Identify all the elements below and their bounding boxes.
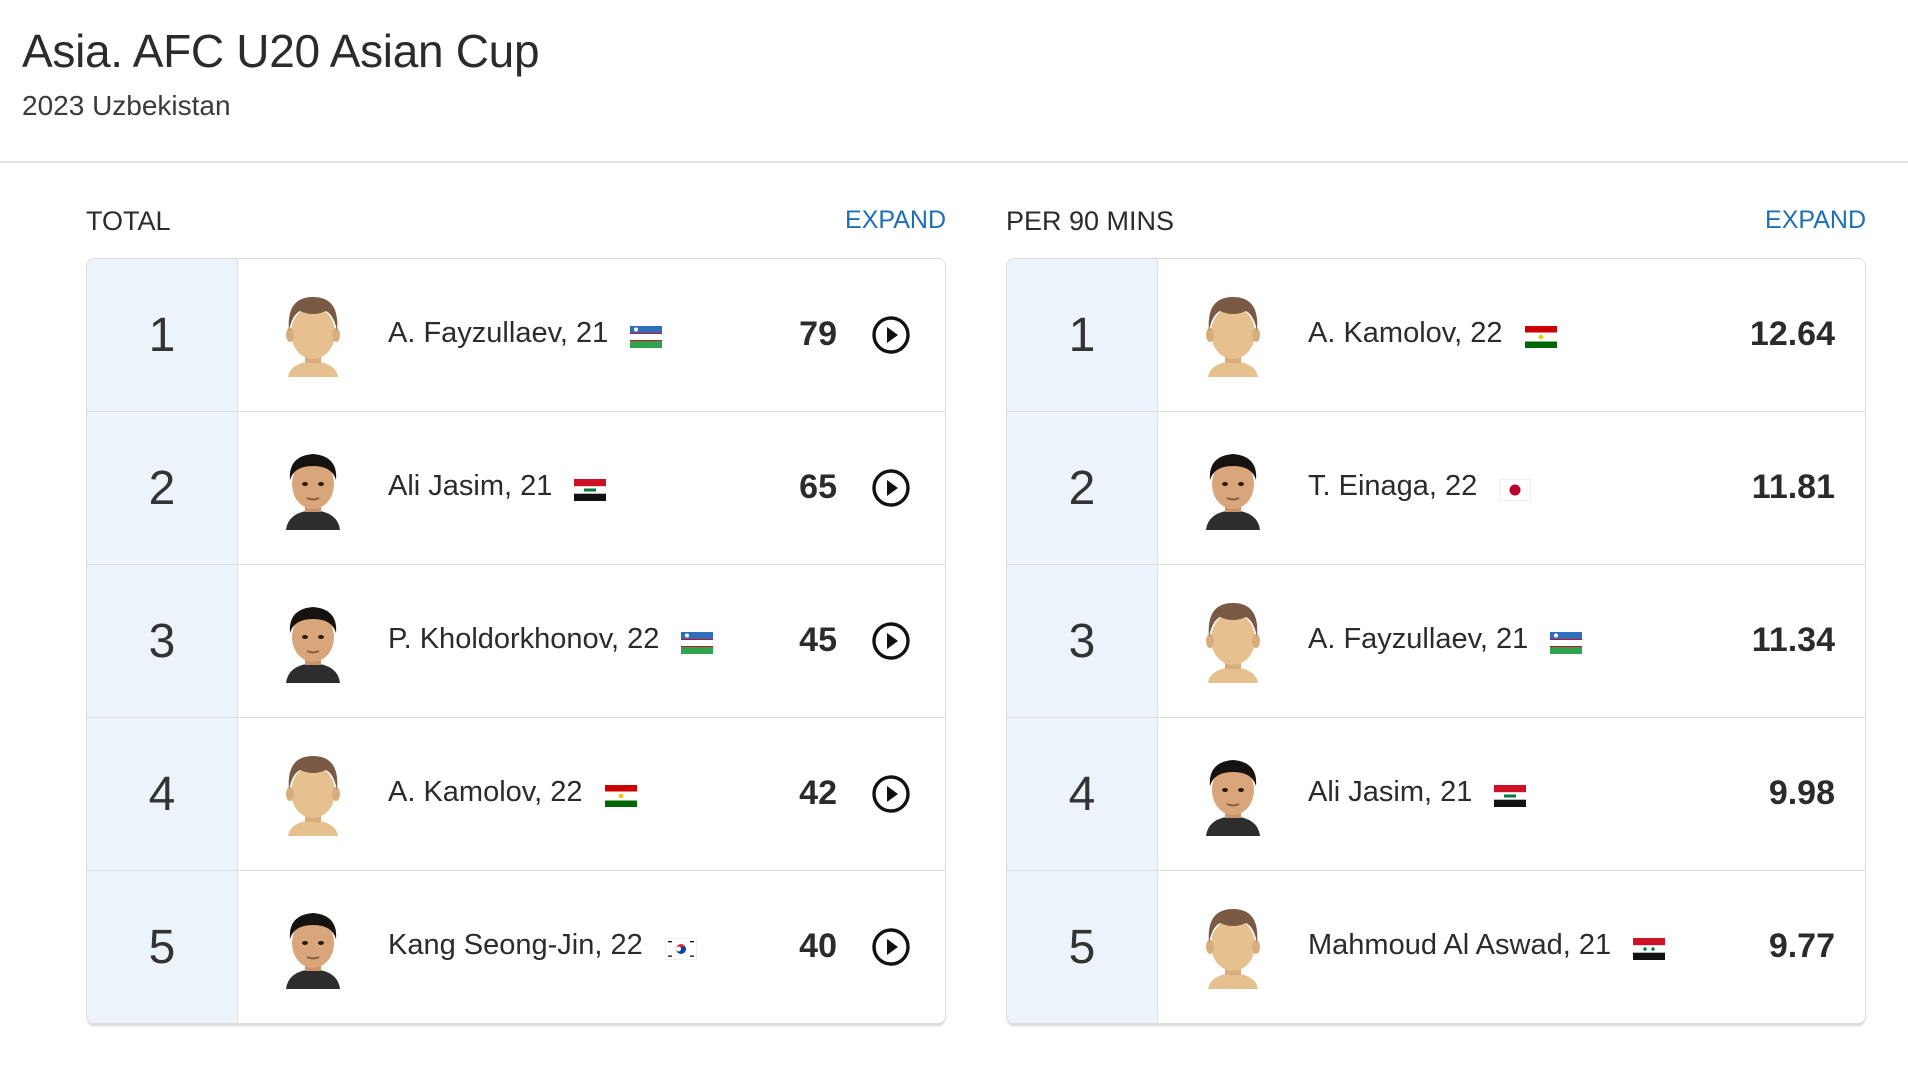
per90-expand-link[interactable]: EXPAND — [1765, 206, 1866, 234]
stat-value: 9.77 — [1768, 927, 1835, 965]
per90-ranking-list: 1 A. Kamolov, 22 12.64 2 T. Einaga, 22 1… — [1006, 258, 1866, 1024]
stat-value: 11.81 — [1751, 468, 1835, 506]
stat-value: 42 — [799, 774, 837, 812]
uzbekistan-flag-icon — [1550, 629, 1583, 654]
tajikistan-flag-icon — [604, 782, 637, 807]
rank-number: 1 — [87, 259, 238, 411]
table-row[interactable]: 1 A. Fayzullaev, 21 79 — [87, 259, 945, 412]
stat-value: 79 — [799, 315, 837, 353]
rank-number: 3 — [1007, 565, 1158, 717]
player-cell: A. Fayzullaev, 21 79 — [238, 259, 945, 411]
play-video-icon[interactable] — [871, 468, 911, 508]
player-cell: A. Kamolov, 22 42 — [238, 718, 945, 870]
player-name[interactable]: A. Fayzullaev, 21 — [388, 317, 609, 349]
tajikistan-flag-icon — [1524, 323, 1557, 348]
player-name[interactable]: Ali Jasim, 21 — [1308, 776, 1473, 808]
play-video-icon[interactable] — [871, 621, 911, 661]
player-cell: A. Kamolov, 22 12.64 — [1158, 259, 1865, 411]
rank-number: 5 — [87, 871, 238, 1023]
per90-panel: PER 90 MINS EXPAND 1 A. Kamolov, 22 12.6… — [1006, 200, 1866, 1024]
player-name[interactable]: Mahmoud Al Aswad, 21 — [1308, 929, 1612, 961]
player-avatar — [1200, 599, 1266, 683]
rank-number: 4 — [87, 718, 238, 870]
page-title: Asia. AFC U20 Asian Cup — [22, 25, 540, 77]
stat-value: 11.34 — [1751, 621, 1835, 659]
iraq-flag-icon — [574, 476, 607, 501]
player-cell: Ali Jasim, 21 9.98 — [1158, 718, 1865, 870]
rank-number: 4 — [1007, 718, 1158, 870]
player-name[interactable]: Ali Jasim, 21 — [388, 470, 553, 502]
rank-number: 5 — [1007, 871, 1158, 1023]
per90-label: PER 90 MINS — [1006, 206, 1175, 236]
player-avatar — [280, 599, 346, 683]
player-cell: A. Fayzullaev, 21 11.34 — [1158, 565, 1865, 717]
player-name[interactable]: A. Fayzullaev, 21 — [1308, 623, 1529, 655]
player-info: A. Kamolov, 22 — [388, 776, 637, 809]
iraq-flag-icon — [1494, 782, 1527, 807]
player-info: Ali Jasim, 21 — [1308, 776, 1527, 809]
player-avatar — [1200, 293, 1266, 377]
player-avatar — [1200, 752, 1266, 836]
stat-value: 12.64 — [1749, 315, 1835, 353]
table-row[interactable]: 1 A. Kamolov, 22 12.64 — [1007, 259, 1865, 412]
player-name[interactable]: P. Kholdorkhonov, 22 — [388, 623, 660, 655]
japan-flag-icon — [1498, 476, 1532, 501]
total-expand-link[interactable]: EXPAND — [845, 206, 946, 234]
table-row[interactable]: 2 Ali Jasim, 21 65 — [87, 412, 945, 565]
total-ranking-list: 1 A. Fayzullaev, 21 79 2 Ali Jasim, 21 — [86, 258, 946, 1024]
stat-value: 9.98 — [1768, 774, 1835, 812]
table-row[interactable]: 5 Kang Seong-Jin, 22 40 — [87, 871, 945, 1023]
play-video-icon[interactable] — [871, 315, 911, 355]
player-info: Kang Seong-Jin, 22 — [388, 929, 698, 962]
player-name[interactable]: T. Einaga, 22 — [1308, 470, 1478, 502]
per90-panel-header: PER 90 MINS EXPAND — [1006, 200, 1866, 258]
table-row[interactable]: 4 Ali Jasim, 21 9.98 — [1007, 718, 1865, 871]
player-avatar — [280, 752, 346, 836]
rank-number: 2 — [87, 412, 238, 564]
total-label: TOTAL — [86, 206, 171, 236]
player-avatar — [280, 905, 346, 989]
player-info: Ali Jasim, 21 — [388, 470, 607, 503]
player-info: Mahmoud Al Aswad, 21 — [1308, 929, 1666, 962]
page-header: Asia. AFC U20 Asian Cup 2023 Uzbekistan — [0, 0, 1908, 163]
player-info: A. Kamolov, 22 — [1308, 317, 1557, 350]
stat-value: 40 — [799, 927, 837, 965]
player-info: A. Fayzullaev, 21 — [1308, 623, 1583, 656]
south-korea-flag-icon — [664, 935, 698, 960]
player-cell: Kang Seong-Jin, 22 40 — [238, 871, 945, 1023]
player-name[interactable]: A. Kamolov, 22 — [1308, 317, 1503, 349]
player-cell: T. Einaga, 22 11.81 — [1158, 412, 1865, 564]
player-avatar — [1200, 446, 1266, 530]
total-panel-header: TOTAL EXPAND — [86, 200, 946, 258]
stat-value: 45 — [799, 621, 837, 659]
stat-value: 65 — [799, 468, 837, 506]
player-avatar — [280, 446, 346, 530]
rank-number: 3 — [87, 565, 238, 717]
player-cell: Mahmoud Al Aswad, 21 9.77 — [1158, 871, 1865, 1023]
syria-flag-icon — [1633, 935, 1666, 960]
uzbekistan-flag-icon — [630, 323, 663, 348]
total-panel: TOTAL EXPAND 1 A. Fayzullaev, 21 79 2 Al… — [86, 200, 946, 1024]
player-name[interactable]: A. Kamolov, 22 — [388, 776, 583, 808]
player-avatar — [1200, 905, 1266, 989]
table-row[interactable]: 5 Mahmoud Al Aswad, 21 9.77 — [1007, 871, 1865, 1023]
uzbekistan-flag-icon — [681, 629, 714, 654]
page-subtitle: 2023 Uzbekistan — [22, 90, 231, 121]
player-cell: P. Kholdorkhonov, 22 45 — [238, 565, 945, 717]
player-name[interactable]: Kang Seong-Jin, 22 — [388, 929, 643, 961]
table-row[interactable]: 2 T. Einaga, 22 11.81 — [1007, 412, 1865, 565]
table-row[interactable]: 3 P. Kholdorkhonov, 22 45 — [87, 565, 945, 718]
play-video-icon[interactable] — [871, 927, 911, 967]
player-info: A. Fayzullaev, 21 — [388, 317, 663, 350]
table-row[interactable]: 4 A. Kamolov, 22 42 — [87, 718, 945, 871]
player-cell: Ali Jasim, 21 65 — [238, 412, 945, 564]
rank-number: 1 — [1007, 259, 1158, 411]
player-avatar — [280, 293, 346, 377]
play-video-icon[interactable] — [871, 774, 911, 814]
rank-number: 2 — [1007, 412, 1158, 564]
player-info: T. Einaga, 22 — [1308, 470, 1532, 503]
player-info: P. Kholdorkhonov, 22 — [388, 623, 714, 656]
table-row[interactable]: 3 A. Fayzullaev, 21 11.34 — [1007, 565, 1865, 718]
